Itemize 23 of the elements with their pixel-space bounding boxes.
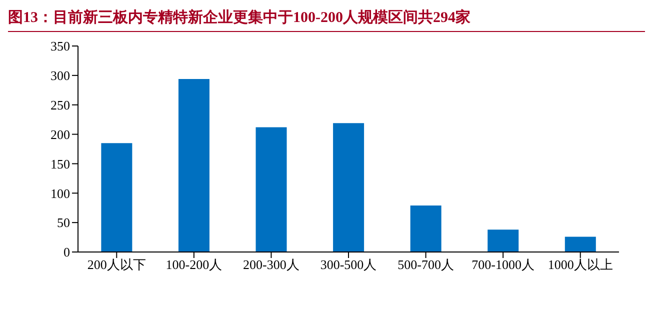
bar: [488, 230, 519, 252]
x-tick-label: 1000人以上: [548, 257, 613, 272]
x-tick-label: 700-1000人: [472, 257, 534, 272]
y-tick-label: 150: [50, 156, 70, 172]
bar: [178, 78, 210, 252]
y-tick-label: 100: [50, 186, 70, 201]
chart-title: 图13：目前新三板内专精特新企业更集中于100-200人规模区间共294家: [8, 8, 645, 32]
y-tick-label: 350: [50, 38, 70, 54]
y-tick-label: 300: [50, 68, 70, 84]
y-tick-label: 250: [50, 97, 70, 112]
x-tick-label: 500-700人: [398, 257, 454, 272]
x-tick-label: 200-300人: [243, 257, 300, 272]
bar: [564, 236, 596, 252]
bar: [101, 143, 132, 252]
y-tick-label: 200: [50, 126, 70, 142]
y-tick-label: 0: [64, 244, 70, 260]
x-tick-label: 100-200人: [166, 257, 222, 272]
bar: [333, 123, 364, 252]
bar: [410, 206, 442, 252]
x-tick-label: 200人以下: [87, 257, 146, 272]
y-tick-label: 50: [57, 215, 70, 230]
bar: [256, 127, 287, 252]
x-tick-label: 300-500人: [320, 257, 377, 272]
